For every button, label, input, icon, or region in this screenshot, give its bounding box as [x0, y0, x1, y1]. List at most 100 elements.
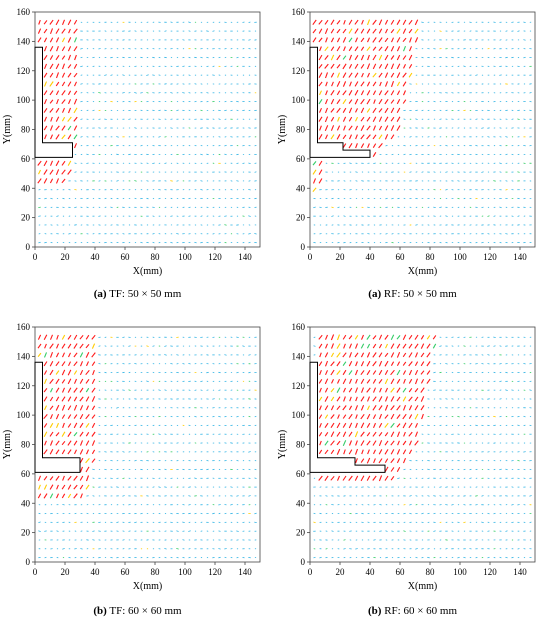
vector-mark — [55, 19, 60, 26]
vector-mark — [499, 153, 502, 156]
vector-mark — [74, 241, 77, 244]
vector-mark — [409, 530, 412, 532]
vector-mark — [330, 440, 335, 446]
vector-mark — [493, 21, 496, 23]
vector-mark — [67, 334, 72, 340]
vector-mark — [343, 20, 346, 25]
vector-mark — [122, 197, 125, 200]
vector-mark — [67, 81, 72, 87]
vector-mark — [384, 414, 389, 419]
vector-mark — [224, 136, 227, 138]
vector-mark — [372, 143, 377, 148]
x-tick-label: 20 — [336, 252, 346, 262]
vector-mark — [212, 512, 215, 515]
vector-mark — [236, 109, 239, 112]
vector-mark — [384, 107, 389, 114]
vector-mark — [122, 477, 125, 479]
vector-mark — [336, 387, 341, 393]
vector-mark — [385, 556, 388, 559]
vector-mark — [49, 431, 54, 437]
vector-mark — [427, 477, 430, 479]
vector-mark — [432, 335, 437, 340]
vector-mark — [61, 19, 66, 26]
y-tick-label: 140 — [292, 36, 306, 46]
vector-mark — [122, 345, 125, 347]
vector-mark — [79, 361, 84, 367]
vector-mark — [354, 72, 359, 78]
vector-mark — [330, 134, 335, 140]
vector-mark — [366, 370, 371, 376]
vector-mark — [348, 475, 353, 481]
vector-mark — [44, 530, 47, 532]
vector-mark — [85, 334, 90, 340]
vector-mark — [360, 352, 365, 358]
vector-mark — [43, 45, 48, 52]
vector-mark — [481, 215, 484, 217]
vector-mark — [511, 521, 514, 523]
vector-mark — [427, 153, 430, 156]
vector-mark — [116, 153, 119, 156]
vector-mark — [505, 180, 508, 182]
vector-mark — [248, 180, 251, 182]
vector-mark — [104, 30, 107, 32]
vector-mark — [224, 371, 227, 374]
vector-mark — [415, 224, 418, 226]
vector-mark — [104, 371, 107, 374]
vector-mark — [397, 189, 400, 191]
vector-mark — [182, 363, 185, 365]
vector-mark — [355, 180, 358, 182]
vector-mark — [43, 493, 48, 499]
vector-mark — [348, 387, 353, 393]
vector-mark — [523, 162, 526, 164]
vector-mark — [188, 556, 191, 559]
vector-mark — [61, 484, 66, 490]
vector-mark — [98, 363, 101, 365]
vector-mark — [360, 440, 365, 446]
vector-mark — [212, 162, 215, 164]
vector-mark — [420, 379, 425, 384]
vector-mark — [230, 189, 233, 191]
vector-mark — [43, 334, 48, 341]
vector-mark — [206, 468, 209, 471]
vector-mark — [85, 351, 90, 358]
caption-letter: (a) — [93, 288, 107, 300]
vector-mark — [505, 336, 508, 338]
vector-mark — [475, 363, 478, 365]
vector-mark — [206, 153, 209, 156]
vector-mark — [415, 189, 418, 191]
vector-mark — [318, 361, 323, 367]
vector-mark — [122, 336, 125, 338]
vector-mark — [343, 215, 346, 217]
vector-mark — [391, 153, 394, 156]
vector-mark — [433, 39, 436, 41]
vector-mark — [372, 422, 377, 429]
vector-mark — [98, 224, 101, 226]
vector-mark — [188, 389, 191, 391]
vector-mark — [493, 162, 496, 164]
vector-mark — [378, 108, 383, 113]
vector-mark — [170, 215, 173, 217]
vector-mark — [342, 134, 347, 140]
vector-mark — [56, 99, 59, 105]
vector-mark — [366, 432, 371, 437]
vector-mark — [475, 118, 478, 120]
caption-rf-50: (a) RF: 50 × 50 mm — [275, 288, 550, 300]
vector-mark — [319, 486, 322, 488]
vector-mark — [206, 354, 209, 356]
vector-mark — [330, 125, 335, 131]
vector-mark — [421, 548, 424, 550]
vector-mark — [355, 378, 358, 384]
y-tick-label: 100 — [292, 95, 306, 105]
vector-mark — [433, 530, 436, 532]
vector-mark — [248, 354, 251, 356]
vector-mark — [152, 74, 155, 76]
vector-mark — [49, 493, 54, 499]
vector-mark — [68, 361, 71, 367]
vector-mark — [128, 153, 131, 156]
vector-mark — [499, 521, 502, 523]
vector-mark — [342, 352, 347, 358]
vector-mark — [194, 153, 197, 156]
vector-mark — [378, 449, 383, 455]
vector-mark — [312, 169, 317, 175]
vector-mark — [378, 334, 383, 340]
